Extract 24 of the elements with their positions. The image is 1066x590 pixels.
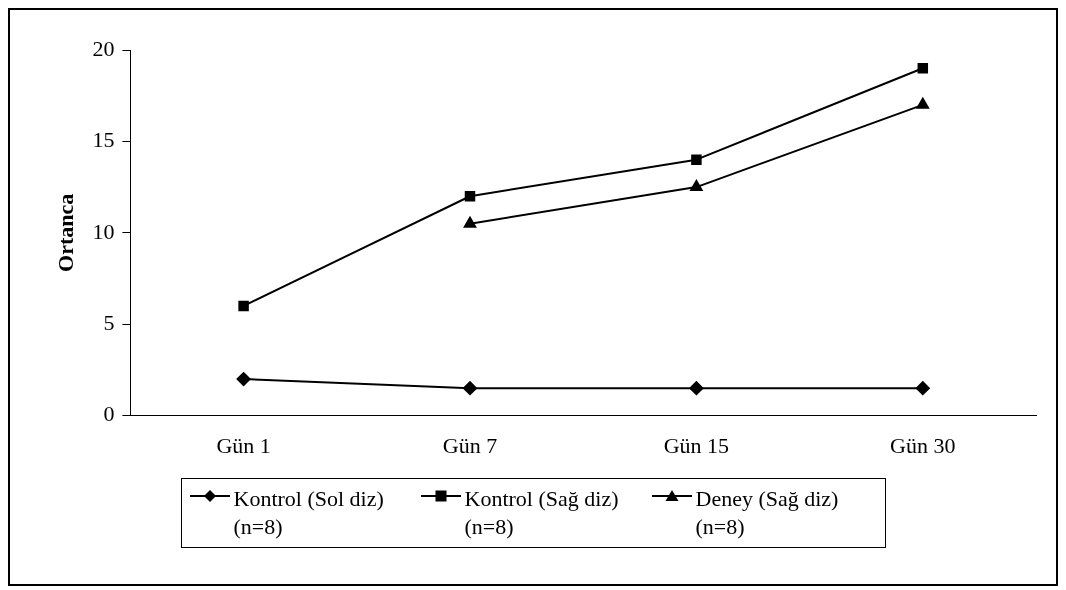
point xyxy=(236,372,251,387)
point xyxy=(463,216,477,228)
y-tick-label: 20 xyxy=(92,35,115,61)
point xyxy=(917,63,929,74)
legend-label: Kontrol (Sağ diz) (n=8) xyxy=(464,485,620,541)
x-tick-label: Gün 1 xyxy=(216,432,271,458)
point xyxy=(464,191,476,202)
x-tick-label: Gün 30 xyxy=(890,432,956,458)
point xyxy=(689,381,704,396)
point xyxy=(690,180,703,192)
x-tick-label: Gün 7 xyxy=(442,432,498,458)
y-tick-label: 0 xyxy=(103,401,115,427)
legend-label: Kontrol (Sol diz) (n=8) xyxy=(233,485,385,541)
point xyxy=(463,381,477,396)
point xyxy=(691,154,702,165)
y-axis-title: Ortanca xyxy=(52,193,78,272)
y-tick-label: 15 xyxy=(92,127,115,153)
legend-label: Deney (Sağ diz) (n=8) xyxy=(695,485,840,541)
x-tick-label: Gün 15 xyxy=(663,432,730,458)
y-tick-label: 10 xyxy=(92,218,115,244)
point xyxy=(915,381,930,396)
point xyxy=(238,300,249,312)
y-tick-label: 5 xyxy=(103,309,115,335)
point xyxy=(916,97,929,109)
